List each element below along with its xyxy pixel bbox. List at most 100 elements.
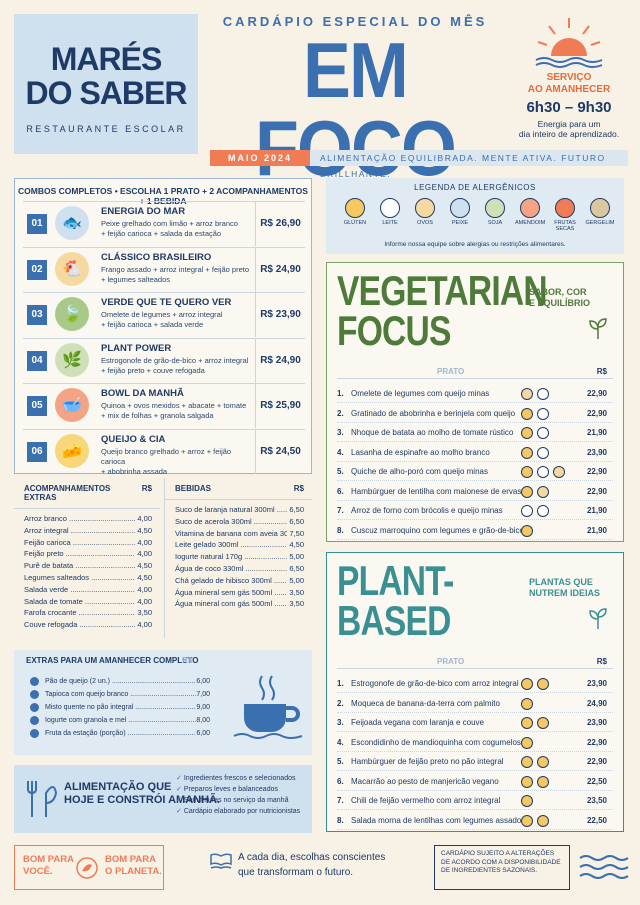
drinks-item-price: 4,50 [289, 540, 304, 550]
plant-title2: BASED [337, 597, 451, 644]
plant-dish-row: 4. Escondidinho de mandioquinha com cogum… [337, 734, 613, 752]
footer-b1: BOM PARA [105, 854, 157, 865]
allergen-badge-icon [537, 678, 549, 690]
allergen-item: FRUTAS SECAS [550, 198, 580, 232]
drinks-item-name: Suco de acerola 300ml [175, 516, 287, 528]
coffee-cup-icon [233, 675, 303, 739]
combo-desc-line2: + mix de folhas + granola salgada [101, 411, 214, 420]
combo-price: R$ 23,90 [255, 293, 305, 337]
drinks-item: Suco de laranja natural 300ml6,50 [165, 504, 312, 516]
allergen-label: SOJA [487, 220, 503, 226]
nut-icon [555, 198, 575, 218]
drinks-item-price: 3,50 [289, 587, 304, 597]
extras-item: Pão de queijo (2 un.)6,00 [30, 676, 210, 687]
veg-col-dish: PRATO [437, 367, 465, 376]
allergen-badge-icon [537, 427, 549, 439]
drinks-title: BEBIDAS [175, 484, 212, 493]
allergen-badges [521, 524, 533, 537]
combo-desc-line1: Frango assado + arroz integral + feijão … [101, 264, 250, 274]
benefit-item: Ingredientes frescos e selecionados [176, 773, 300, 784]
veg-dish-row: 4. Lasanha de espinafre ao molho branco 23… [337, 444, 613, 462]
drinks-item: Água mineral sem gás 500ml3,50 [165, 587, 312, 599]
combo-desc-line2: + feijão carioca + salada verde [101, 320, 204, 329]
veg-dish-row: 2. Gratinado de abobrinha e berinjela com… [337, 405, 613, 423]
dish-price: 21,90 [586, 428, 607, 437]
dish-number: 4. [337, 447, 344, 457]
sides-item-name: Legumes salteados [24, 572, 135, 584]
allergen-title: LEGENDA DE ALERGÊNICOS [414, 183, 536, 192]
dish-number: 4. [337, 737, 344, 747]
plant-col-dish: PRATO [437, 657, 465, 666]
veg-title2: FOCUS [337, 307, 451, 354]
plant-side1: PLANTAS QUE [529, 577, 593, 587]
allergen-badges [521, 407, 549, 420]
peanut-icon [520, 198, 540, 218]
sides-item-price: 4,00 [137, 596, 152, 606]
combo-price: R$ 24,90 [255, 338, 305, 383]
fish-icon: 🐟 [55, 206, 89, 240]
dish-price: 22,90 [586, 467, 607, 476]
date-bar: MAIO 2024 ALIMENTAÇÃO EQUILIBRADA. MENTE… [210, 150, 628, 179]
veg-dish-row: 1. Omelete de legumes com queijo minas 22,… [337, 385, 613, 403]
dish-price: 23,90 [586, 718, 607, 727]
dish-price: 22,90 [586, 737, 607, 747]
dish-price: 22,50 [586, 815, 607, 825]
allergen-badges [521, 717, 549, 729]
dish-number: 5. [337, 757, 344, 766]
extras-item-name: Tapioca com queijo branco [45, 689, 196, 700]
extras-item-price: 8,00 [196, 717, 210, 724]
benefit-item: Cardápio elaborado por nutricionistas [176, 806, 300, 817]
allergen-badges [521, 466, 565, 478]
combo-row: 06 🧀 QUEIJO & CIA Queijo branco grelhado + … [23, 428, 305, 476]
allergen-label: PEIXE [451, 220, 469, 226]
dish-price: 23,50 [586, 796, 607, 805]
month-badge: MAIO 2024 [210, 150, 310, 166]
allergen-badge-icon [537, 485, 549, 498]
plant-side2: NUTREM IDEIAS [529, 588, 601, 598]
footer-a1: BOM PARA [23, 854, 75, 865]
drinks-item: Água mineral com gás 500ml3,50 [165, 598, 312, 610]
sides-currency: R$ [141, 484, 152, 493]
extras-title: EXTRAS PARA UM AMANHECER COMPLETO [26, 656, 199, 665]
allergen-label: GLÚTEN [343, 220, 367, 226]
dish-price: 22,90 [586, 408, 607, 418]
combo-name: BOWL DA MANHÃ [101, 388, 184, 399]
allergen-badge-icon [521, 407, 533, 420]
drinks-item-name: Água mineral sem gás 500ml [175, 587, 287, 599]
dish-name: Cuscuz marroquino com legumes e grão-de-… [351, 525, 524, 535]
plant-dish-row: 6. Macarrão ao pesto de manjericão vegano… [337, 773, 613, 791]
drinks-item: Iogurte natural 170g5,00 [165, 551, 312, 563]
veg-dish-row: 5. Quiche de alho-poró com queijo minas 22… [337, 463, 613, 481]
sides-item-name: Salada verde [24, 584, 135, 596]
header-title: EM FOCO [255, 26, 457, 192]
allergen-label: FRUTAS SECAS [554, 220, 576, 232]
drinks-item: Vitamina de banana com aveia 300ml7,50 [165, 528, 312, 540]
soy-icon [485, 198, 505, 218]
leaf-icon: 🍃 [55, 297, 89, 331]
sunrise-icon [535, 18, 603, 68]
allergen-badge-icon [521, 795, 533, 807]
allergen-badge-icon [521, 505, 533, 517]
sides-item-price: 4,00 [137, 537, 152, 547]
allergen-item: GLÚTEN [340, 198, 370, 226]
sides-title: ACOMPANHAMENTOS EXTRAS [24, 484, 111, 502]
combo-name: VERDE QUE TE QUERO VER [101, 297, 232, 308]
benefits-list: Ingredientes frescos e selecionados Prep… [176, 773, 300, 817]
dish-number: 1. [337, 679, 344, 688]
good-for-you-badge: BOM PARA VOCÊ. BOM PARA O PLANETA. [14, 845, 164, 890]
veg-dish-row: 6. Hambúrguer de lentilha com maionese de… [337, 483, 613, 501]
combo-description: Quinoa + ovos mexidos + abacate + tomate… [101, 401, 251, 421]
allergen-badge-icon [521, 678, 533, 690]
drinks-item-price: 6,50 [289, 516, 304, 526]
combo-description: Queijo branco grelhado + arroz + feijão … [101, 447, 251, 477]
plant-dish-row: 3. Feijoada vegana com laranja e couve 23,… [337, 714, 613, 732]
vegetarian-section: VEGETARIAN FOCUS SABOR, COR E EQUILÍBRIO P… [326, 262, 624, 542]
service-time: 6h30 – 9h30 [526, 99, 612, 116]
combo-desc-line1: Peixe grelhado com limão + arroz branco [101, 219, 238, 228]
combos-panel: COMBOS COMPLETOS • ESCOLHA 1 PRATO + 2 A… [14, 178, 312, 476]
plant-based-section: PLANT- BASED PLANTAS QUE NUTREM IDEIAS PRA… [326, 552, 624, 832]
allergen-badges [521, 697, 533, 710]
drinks-item-price: 7,50 [289, 528, 304, 538]
footer-mid1: A cada dia, escolhas conscientes [238, 852, 386, 863]
